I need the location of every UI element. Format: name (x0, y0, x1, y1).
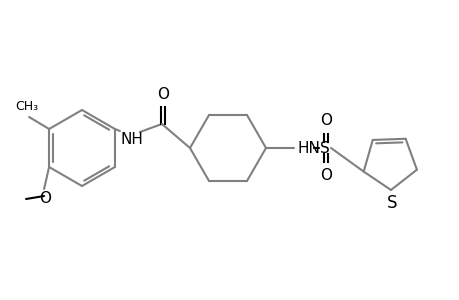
Text: HN: HN (297, 140, 320, 155)
Text: CH₃: CH₃ (16, 100, 39, 113)
Text: NH: NH (121, 132, 144, 147)
Text: S: S (319, 140, 329, 155)
Text: O: O (319, 168, 331, 183)
Text: O: O (157, 87, 168, 102)
Text: O: O (319, 113, 331, 128)
Text: S: S (386, 194, 397, 212)
Text: O: O (39, 191, 51, 206)
